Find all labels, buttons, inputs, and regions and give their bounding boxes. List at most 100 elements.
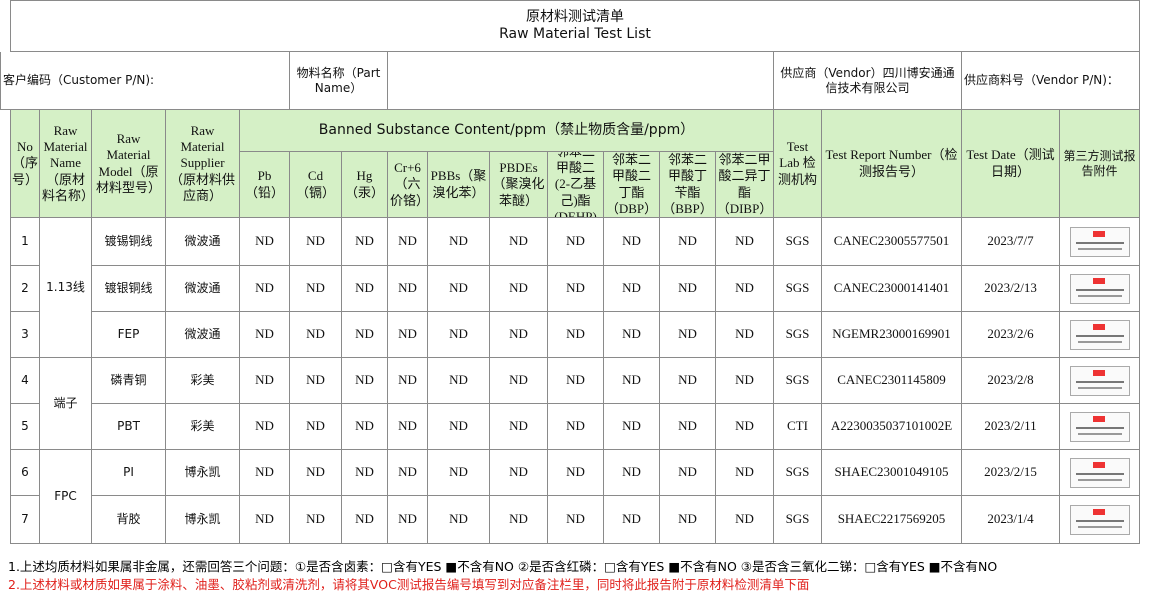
result: ND: [342, 312, 388, 358]
result: ND: [290, 450, 342, 496]
result: ND: [428, 312, 490, 358]
result: ND: [490, 218, 548, 266]
header-cell: Test Lab 检测机构: [774, 110, 822, 218]
attachment: [1060, 404, 1140, 450]
header-cell: PBDEs（聚溴化苯醚）: [490, 152, 548, 218]
result: ND: [490, 266, 548, 312]
header-cell: Hg（汞）: [342, 152, 388, 218]
title: 原材料测试清单: [526, 8, 624, 25]
result: ND: [342, 404, 388, 450]
result: ND: [240, 218, 290, 266]
result: ND: [388, 312, 428, 358]
model: 镀锡铜线: [92, 218, 166, 266]
material-name: 1.13线: [40, 218, 92, 358]
result: ND: [716, 218, 774, 266]
lab: SGS: [774, 312, 822, 358]
header-cell: Raw Material Supplier（原材料供应商）: [166, 110, 240, 218]
result: ND: [388, 450, 428, 496]
result: ND: [490, 450, 548, 496]
lab: SGS: [774, 450, 822, 496]
attachment-icon[interactable]: [1070, 227, 1130, 257]
result: ND: [604, 496, 660, 544]
material-name: 端子: [40, 358, 92, 450]
customer-pn: 客户编码（Customer P/N):: [0, 52, 290, 110]
result: ND: [428, 358, 490, 404]
result: ND: [604, 312, 660, 358]
result: ND: [342, 496, 388, 544]
result: ND: [660, 312, 716, 358]
lab: SGS: [774, 496, 822, 544]
attachment-icon[interactable]: [1070, 366, 1130, 396]
model: 磷青铜: [92, 358, 166, 404]
attachment-icon[interactable]: [1070, 412, 1130, 442]
result: ND: [548, 358, 604, 404]
result: ND: [604, 450, 660, 496]
header-cell: Test Report Number（检测报告号）: [822, 110, 962, 218]
attachment: [1060, 450, 1140, 496]
result: ND: [716, 358, 774, 404]
test-date: 2023/2/6: [962, 312, 1060, 358]
row-no: 5: [10, 404, 40, 450]
supplier: 彩美: [166, 358, 240, 404]
lab: CTI: [774, 404, 822, 450]
test-date: 2023/7/7: [962, 218, 1060, 266]
result: ND: [342, 450, 388, 496]
result: ND: [548, 404, 604, 450]
row-no: 1: [10, 218, 40, 266]
supplier: 博永凯: [166, 450, 240, 496]
result: ND: [290, 312, 342, 358]
result: ND: [388, 404, 428, 450]
header-cell: Banned Substance Content/ppm（禁止物质含量/ppm）: [240, 110, 774, 152]
header-cell: 第三方测试报告附件: [1060, 110, 1140, 218]
row-no: 2: [10, 266, 40, 312]
attachment: [1060, 358, 1140, 404]
row-no: 3: [10, 312, 40, 358]
vendor-pn: 供应商料号（Vendor P/N)：: [962, 52, 1140, 110]
row-no: 6: [10, 450, 40, 496]
report-number: SHAEC23001049105: [822, 450, 962, 496]
result: ND: [660, 404, 716, 450]
attachment: [1060, 312, 1140, 358]
result: ND: [660, 266, 716, 312]
attachment: [1060, 496, 1140, 544]
header-cell: No（序号）: [10, 110, 40, 218]
result: ND: [716, 450, 774, 496]
result: ND: [660, 496, 716, 544]
row-no: 7: [10, 496, 40, 544]
report-number: A2230035037101002E: [822, 404, 962, 450]
result: ND: [548, 496, 604, 544]
result: ND: [240, 358, 290, 404]
result: ND: [388, 358, 428, 404]
result: ND: [428, 404, 490, 450]
attachment-icon[interactable]: [1070, 274, 1130, 304]
result: ND: [342, 266, 388, 312]
result: ND: [290, 496, 342, 544]
result: ND: [388, 218, 428, 266]
result: ND: [548, 312, 604, 358]
result: ND: [428, 266, 490, 312]
result: ND: [490, 404, 548, 450]
attachment: [1060, 218, 1140, 266]
supplier: 彩美: [166, 404, 240, 450]
result: ND: [342, 358, 388, 404]
result: ND: [604, 358, 660, 404]
result: ND: [548, 450, 604, 496]
test-date: 2023/2/13: [962, 266, 1060, 312]
header-cell: 邻苯二甲酸丁苄酯（BBP）: [660, 152, 716, 218]
row-no: 4: [10, 358, 40, 404]
attachment-icon[interactable]: [1070, 505, 1130, 535]
result: ND: [342, 218, 388, 266]
header-cell: Raw Material Model（原材料型号）: [92, 110, 166, 218]
test-date: 2023/2/15: [962, 450, 1060, 496]
attachment-icon[interactable]: [1070, 458, 1130, 488]
header-cell: 邻苯二甲酸二丁酯（DBP）: [604, 152, 660, 218]
attachment-icon[interactable]: [1070, 320, 1130, 350]
header-cell: Cr+6（六价铬）: [388, 152, 428, 218]
result: ND: [240, 404, 290, 450]
result: ND: [716, 496, 774, 544]
result: ND: [240, 450, 290, 496]
supplier: 微波通: [166, 312, 240, 358]
report-number: NGEMR23000169901: [822, 312, 962, 358]
header-cell: Pb（铅）: [240, 152, 290, 218]
